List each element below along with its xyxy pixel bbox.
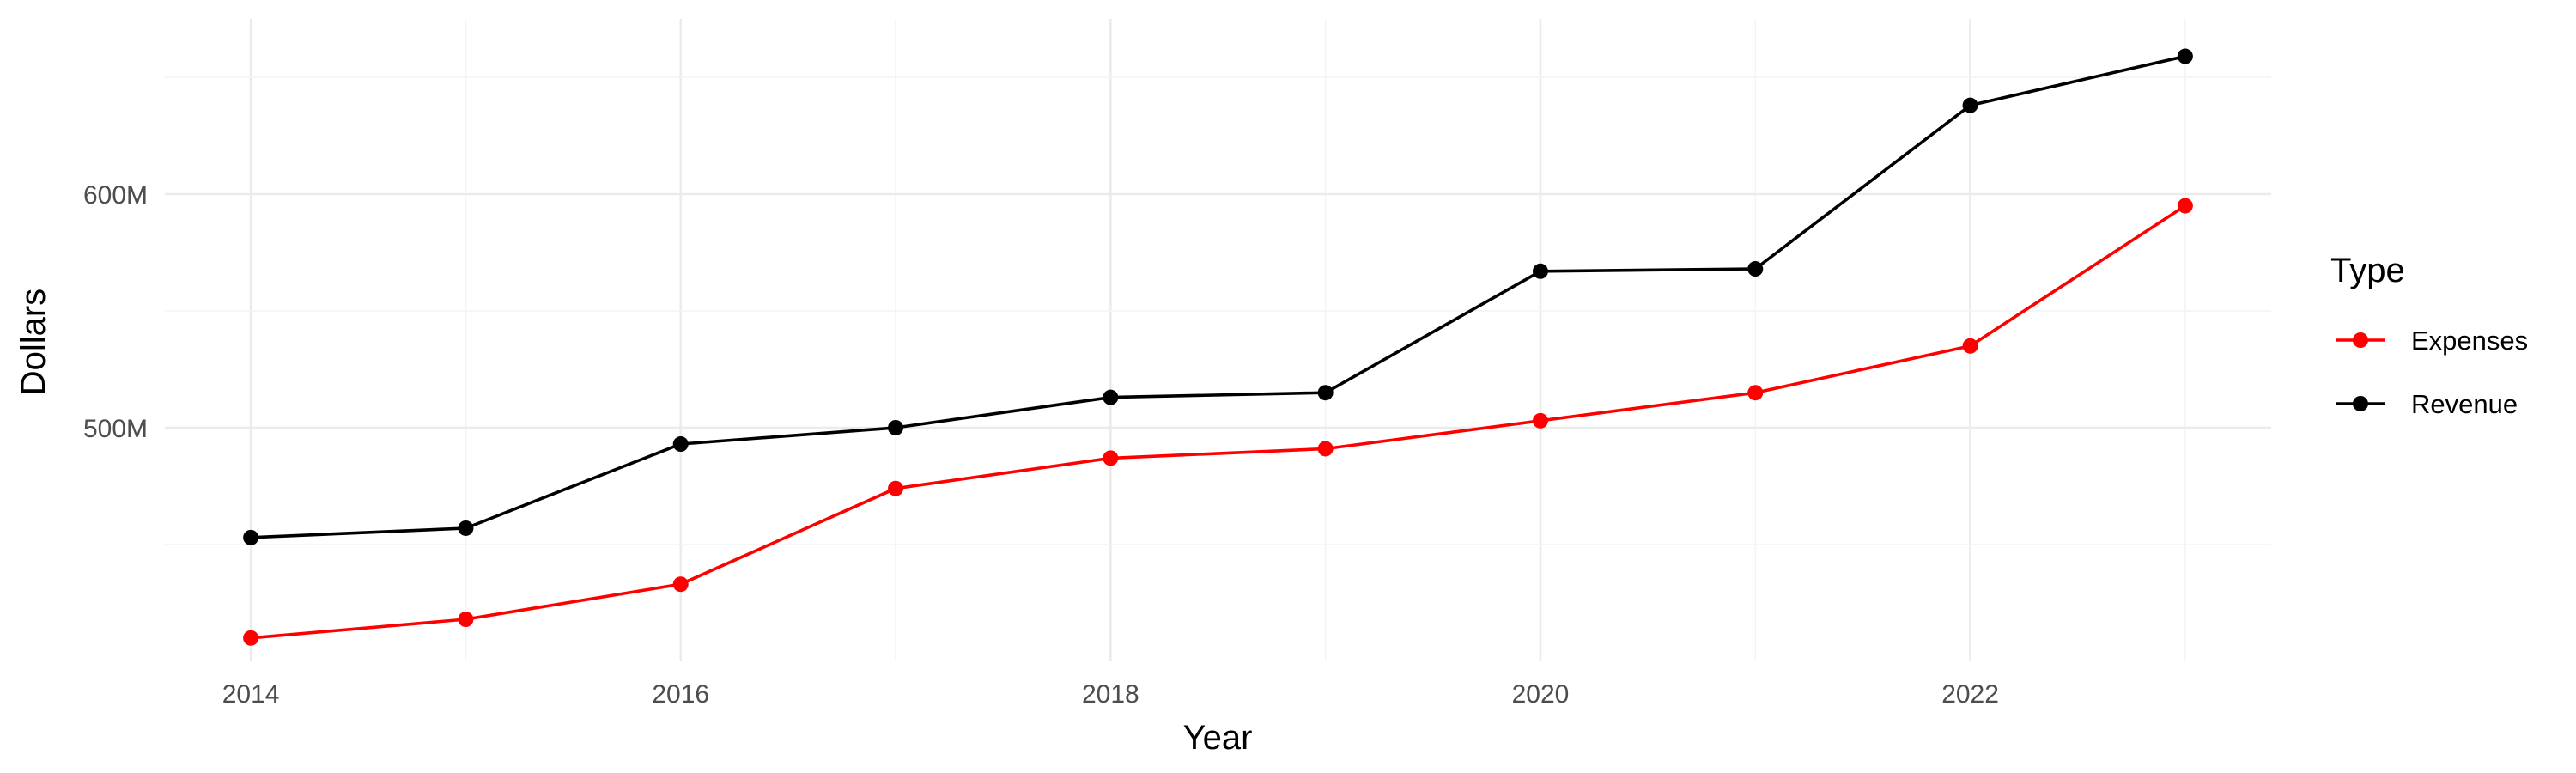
y-axis-title: Dollars (15, 289, 52, 395)
expenses-point (672, 576, 689, 593)
revenue-point (672, 436, 689, 453)
x-tick-label: 2022 (1941, 680, 1999, 709)
series-revenue (243, 48, 2193, 545)
expenses-point (888, 480, 904, 496)
expenses-point (1103, 450, 1119, 466)
legend-key-point (2353, 396, 2368, 411)
revenue-point (2177, 48, 2193, 64)
revenue-line (251, 54, 2186, 539)
legend: Type Expenses Revenue (2330, 252, 2528, 419)
x-axis-ticks: 2014 2016 2018 2020 2022 (222, 680, 1999, 709)
revenue-point (1317, 385, 1334, 401)
revenue-point (1103, 389, 1119, 405)
expenses-point (2177, 198, 2193, 214)
series-layer (243, 48, 2193, 646)
legend-key-point (2353, 332, 2368, 348)
y-axis-ticks: 500M 600M (83, 181, 148, 443)
x-tick-label: 2018 (1082, 680, 1139, 709)
grid (165, 19, 2271, 661)
expenses-point (1747, 385, 1764, 401)
revenue-point (243, 529, 259, 545)
revenue-point (458, 520, 474, 536)
legend-title: Type (2330, 252, 2405, 289)
x-tick-label: 2020 (1512, 680, 1570, 709)
legend-items: Expenses Revenue (2336, 326, 2528, 419)
expenses-point (1532, 412, 1548, 429)
legend-item-revenue: Revenue (2336, 389, 2518, 419)
legend-label: Expenses (2411, 326, 2528, 356)
expenses-point (243, 630, 259, 646)
revenue-point (1962, 97, 1978, 113)
expenses-point (1962, 338, 1978, 354)
x-tick-label: 2014 (222, 680, 280, 709)
x-tick-label: 2016 (652, 680, 709, 709)
revenue-point (1747, 261, 1764, 277)
legend-item-expenses: Expenses (2336, 326, 2528, 356)
expenses-point (458, 612, 474, 628)
x-axis-title: Year (1183, 719, 1253, 757)
y-tick-label: 600M (83, 181, 148, 210)
y-tick-label: 500M (83, 415, 148, 443)
expenses-point (1317, 441, 1334, 457)
expenses-line (250, 204, 2186, 640)
revenue-point (1532, 263, 1548, 279)
legend-label: Revenue (2411, 389, 2518, 419)
revenue-point (888, 420, 904, 435)
series-expenses (243, 198, 2193, 646)
